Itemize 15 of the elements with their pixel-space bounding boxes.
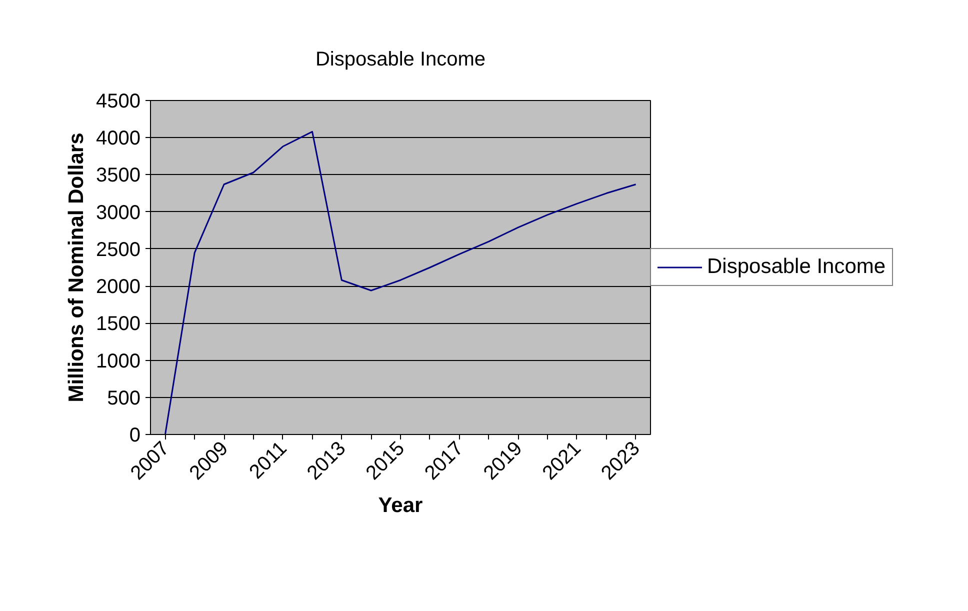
y-tick-label: 1500 [96, 313, 141, 336]
legend-label: Disposable Income [707, 255, 886, 279]
x-axis-title: Year [378, 494, 423, 517]
y-tick-label: 3500 [96, 164, 141, 187]
y-tick-label: 0 [129, 424, 140, 446]
y-tick-label: 3000 [96, 202, 141, 224]
y-tick-label: 4000 [96, 128, 141, 150]
y-tick-label: 2000 [96, 276, 141, 298]
y-tick-label: 4500 [96, 90, 141, 112]
y-tick-label: 500 [107, 387, 141, 410]
line-series [164, 130, 637, 434]
chart-title: Disposable Income [315, 48, 486, 70]
y-axis-title: Millions of Nominal Dollars [65, 132, 88, 402]
y-tick-label: 1000 [96, 350, 141, 372]
y-tick-label: 2500 [96, 238, 141, 261]
